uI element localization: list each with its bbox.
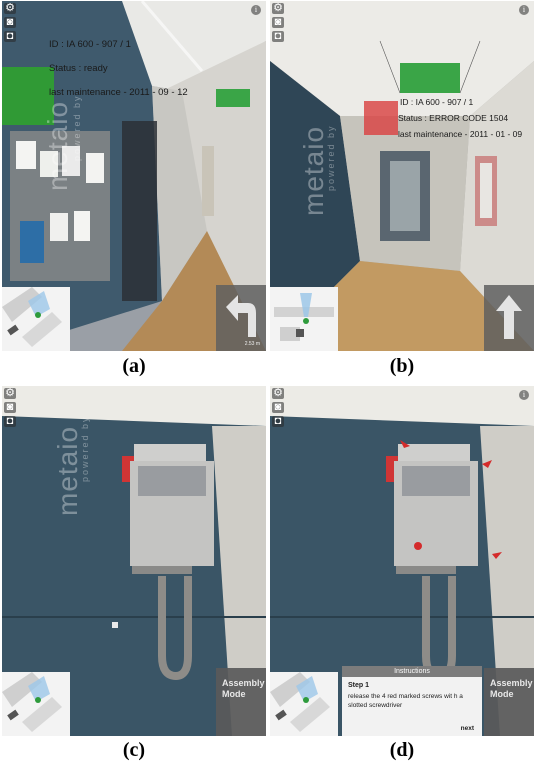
ar-id-label: ID : IA 600 - 907 / 1 <box>400 97 474 107</box>
watermark-metaio: metaio <box>42 100 73 191</box>
camera-switch-icon[interactable]: ◘ <box>4 31 16 42</box>
screw-marker-icon <box>492 552 502 559</box>
straight-arrow-icon <box>496 295 522 339</box>
info-icon[interactable]: i <box>251 5 261 15</box>
gear-icon[interactable]: ⚙ <box>4 387 16 399</box>
caption-b: (b) <box>389 355 415 377</box>
panel-b: ID : IA 600 - 907 / 1 Status : ERROR COD… <box>270 1 534 351</box>
toolbar-icons: ⚙ ◙ ◘ <box>4 3 18 45</box>
mode-label-line1: Assembly <box>490 678 533 688</box>
toolbar-icons: ⚙ ◙ ◘ <box>272 3 286 45</box>
mode-label-line2: Mode <box>490 689 514 699</box>
instructions-step: Step 1 <box>348 682 370 689</box>
panel-a: ID : IA 600 - 907 / 1 Status : ready las… <box>2 1 266 351</box>
camera-switch-icon[interactable]: ◘ <box>4 416 16 427</box>
camera-icon[interactable]: ◙ <box>4 17 16 28</box>
minimap[interactable] <box>270 287 338 351</box>
corridor-scene-a <box>2 1 266 351</box>
screw-marker-icon <box>482 460 492 468</box>
instructions-body: release the 4 red marked screws wit h a … <box>348 693 463 709</box>
instructions-header: Instructions <box>342 666 482 677</box>
camera-icon[interactable]: ◙ <box>4 402 16 413</box>
minimap[interactable] <box>2 287 70 351</box>
assembly-mode-button[interactable]: Assembly Mode <box>216 668 266 736</box>
turn-left-arrow-icon <box>226 295 256 337</box>
minimap[interactable] <box>270 672 338 736</box>
ar-maintenance-label: last maintenance - 2011 - 01 - 09 <box>398 129 523 139</box>
screw-marker-icon <box>414 542 422 550</box>
info-icon[interactable]: i <box>519 390 529 400</box>
camera-icon[interactable]: ◙ <box>272 402 284 413</box>
ar-id-label: ID : IA 600 - 907 / 1 <box>49 39 131 50</box>
panel-d: ⚙ ◙ ◘ i Instructions Step 1 release the … <box>270 386 534 736</box>
ar-status-label: Status : ERROR CODE 1504 <box>398 113 509 123</box>
ar-maintenance-label: last maintenance - 2011 - 09 - 12 <box>49 87 188 98</box>
caption-a: (a) <box>122 355 146 377</box>
floor-plan-icon <box>270 287 338 351</box>
screw-marker-icon <box>400 440 410 448</box>
distance-label: 2.53 m <box>244 341 260 347</box>
assembly-mode-button[interactable]: Assembly Mode <box>484 668 534 736</box>
instructions-panel: Instructions Step 1 release the 4 red ma… <box>342 666 482 736</box>
ar-status-label: Status : ready <box>49 63 108 74</box>
info-icon[interactable]: i <box>519 5 529 15</box>
mode-label-line2: Mode <box>222 689 246 699</box>
minimap[interactable] <box>2 672 70 736</box>
straight-arrow-tile <box>484 285 534 351</box>
mode-label-line1: Assembly <box>222 678 265 688</box>
toolbar-icons: ⚙ ◙ ◘ <box>4 388 18 430</box>
gear-icon[interactable]: ⚙ <box>272 2 284 14</box>
turn-left-arrow-tile: 2.53 m <box>216 285 266 351</box>
camera-icon[interactable]: ◙ <box>272 17 284 28</box>
gear-icon[interactable]: ⚙ <box>272 387 284 399</box>
watermark-metaio: metaio <box>298 125 329 216</box>
camera-switch-icon[interactable]: ◘ <box>272 31 284 42</box>
caption-c: (c) <box>122 739 146 761</box>
floor-plan-icon <box>2 672 70 736</box>
toolbar-icons: ⚙ ◙ ◘ <box>272 388 286 430</box>
panel-c: powered by metaio ⚙ ◙ ◘ Assembly Mode <box>2 386 266 736</box>
caption-d: (d) <box>389 739 415 761</box>
watermark-metaio: metaio <box>52 425 83 516</box>
floor-plan-icon <box>2 287 70 351</box>
floor-plan-icon <box>270 672 338 736</box>
camera-switch-icon[interactable]: ◘ <box>272 416 284 427</box>
gear-icon[interactable]: ⚙ <box>4 2 16 14</box>
next-button[interactable]: next <box>460 725 474 732</box>
